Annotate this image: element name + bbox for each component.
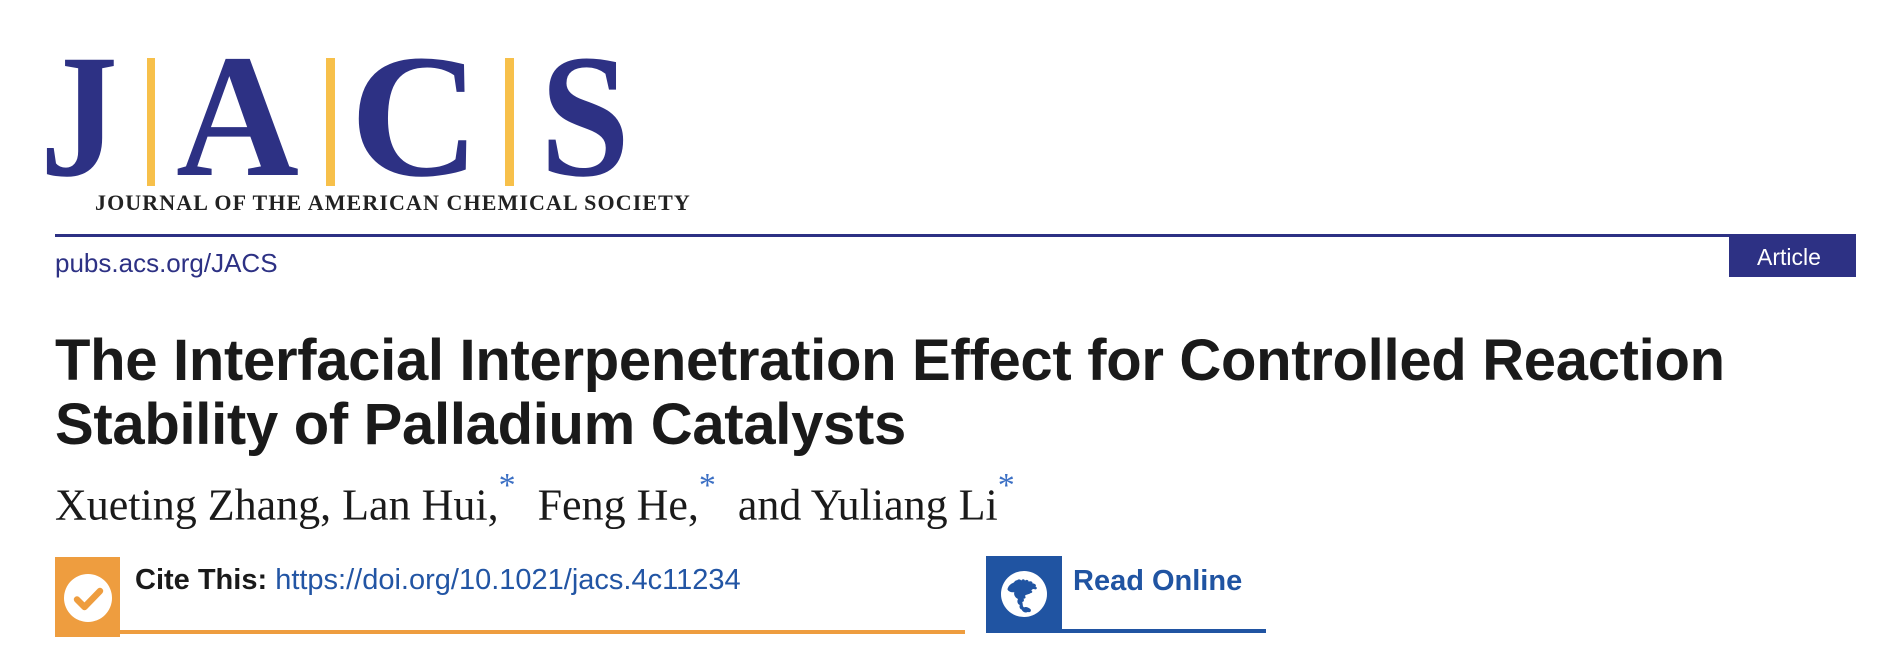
svg-text:C: C: [350, 19, 480, 214]
svg-text:J: J: [40, 19, 118, 214]
svg-text:S: S: [540, 19, 630, 214]
svg-text:A: A: [176, 19, 299, 214]
